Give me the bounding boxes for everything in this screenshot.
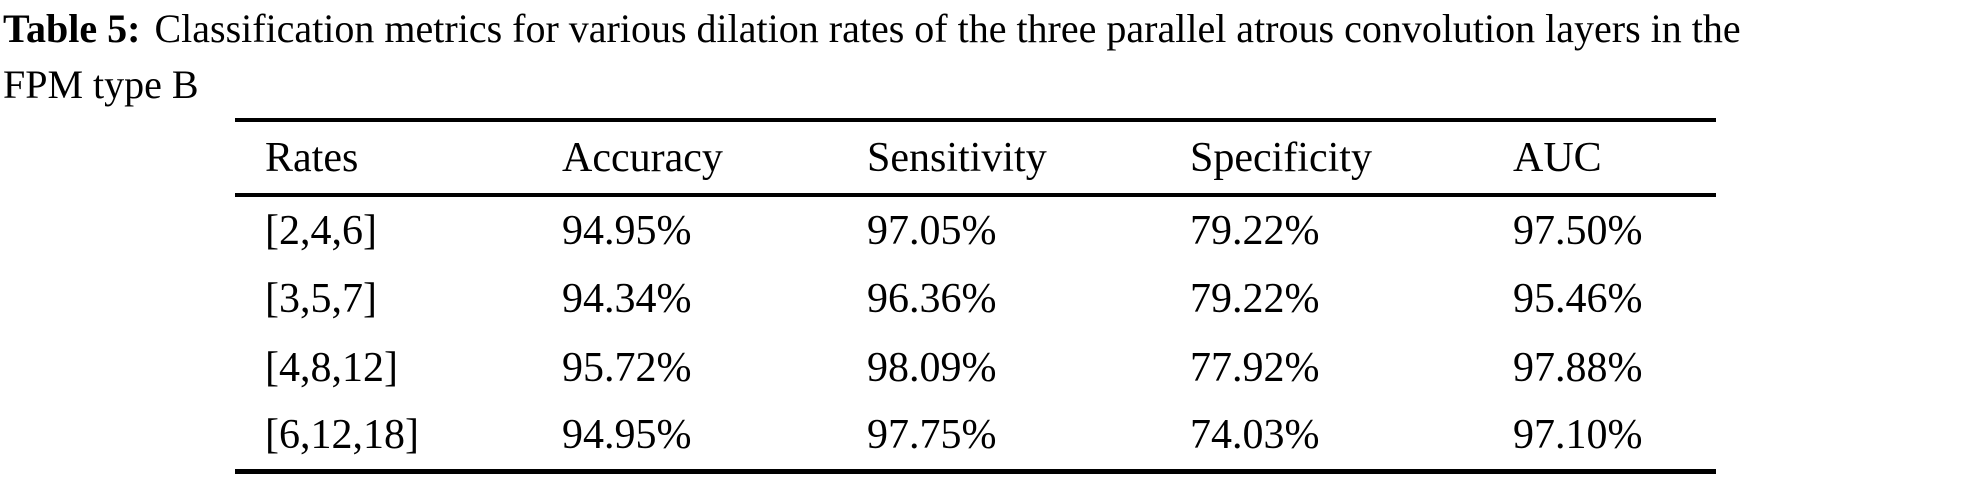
table-row: [3,5,7] 94.34% 96.36% 79.22% 95.46% (235, 264, 1716, 333)
cell-specificity: 77.92% (1190, 344, 1320, 391)
caption-label: Table 5: (3, 6, 141, 51)
cell-sensitivity: 97.05% (867, 207, 997, 254)
cell-sensitivity: 96.36% (867, 275, 997, 322)
caption-text-line2: FPM type B (3, 62, 199, 107)
column-header-rates: Rates (265, 134, 359, 181)
column-header-accuracy: Accuracy (562, 134, 723, 181)
metrics-table: Rates Accuracy Sensitivity Specificity A… (235, 118, 1716, 474)
cell-auc: 97.50% (1513, 207, 1643, 254)
cell-auc: 95.46% (1513, 275, 1643, 322)
cell-accuracy: 94.95% (562, 207, 692, 254)
cell-rates: [3,5,7] (265, 275, 377, 322)
cell-auc: 97.10% (1513, 412, 1643, 459)
cell-rates: [6,12,18] (265, 412, 419, 459)
column-header-specificity: Specificity (1190, 134, 1372, 181)
table-caption: Table 5: Classification metrics for vario… (3, 1, 1974, 113)
column-header-auc: AUC (1513, 134, 1602, 181)
cell-accuracy: 94.95% (562, 412, 692, 459)
cell-rates: [4,8,12] (265, 344, 398, 391)
table-row: [2,4,6] 94.95% 97.05% 79.22% 97.50% (235, 195, 1716, 264)
cell-sensitivity: 98.09% (867, 344, 997, 391)
cell-specificity: 79.22% (1190, 207, 1320, 254)
cell-specificity: 74.03% (1190, 412, 1320, 459)
table-header: Rates Accuracy Sensitivity Specificity A… (235, 120, 1716, 195)
cell-sensitivity: 97.75% (867, 412, 997, 459)
cell-auc: 97.88% (1513, 344, 1643, 391)
table-row: [6,12,18] 94.95% 97.75% 74.03% 97.10% (235, 402, 1716, 471)
cell-accuracy: 95.72% (562, 344, 692, 391)
table-body: [2,4,6] 94.95% 97.05% 79.22% 97.50% [3,5… (235, 195, 1716, 471)
table-row: [4,8,12] 95.72% 98.09% 77.92% 97.88% (235, 333, 1716, 402)
cell-accuracy: 94.34% (562, 275, 692, 322)
cell-specificity: 79.22% (1190, 275, 1320, 322)
header-row: Rates Accuracy Sensitivity Specificity A… (235, 120, 1716, 195)
cell-rates: [2,4,6] (265, 207, 377, 254)
column-header-sensitivity: Sensitivity (867, 134, 1047, 181)
caption-text-line1: Classification metrics for various dilat… (154, 6, 1741, 51)
